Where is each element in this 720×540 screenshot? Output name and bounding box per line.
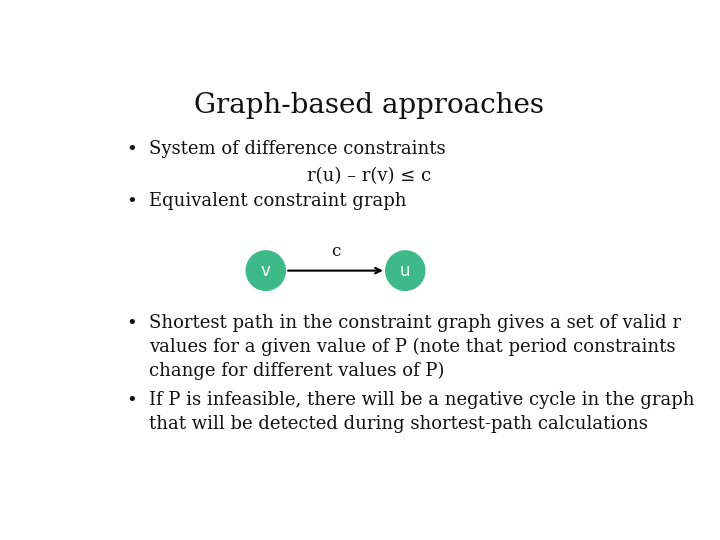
Text: Shortest path in the constraint graph gives a set of valid r
values for a given : Shortest path in the constraint graph gi… — [148, 314, 680, 380]
Text: c: c — [330, 243, 341, 260]
Text: u: u — [400, 261, 410, 280]
Ellipse shape — [246, 251, 285, 291]
Text: Equivalent constraint graph: Equivalent constraint graph — [148, 192, 406, 210]
Text: System of difference constraints: System of difference constraints — [148, 140, 445, 158]
Text: •: • — [126, 192, 137, 210]
Text: •: • — [126, 140, 137, 158]
Ellipse shape — [386, 251, 425, 291]
Text: •: • — [126, 314, 137, 332]
Text: r(u) – r(v) ≤ c: r(u) – r(v) ≤ c — [307, 167, 431, 185]
Text: If P is infeasible, there will be a negative cycle in the graph
that will be det: If P is infeasible, there will be a nega… — [148, 391, 694, 433]
Text: •: • — [126, 391, 137, 409]
Text: Graph-based approaches: Graph-based approaches — [194, 92, 544, 119]
Text: v: v — [261, 261, 271, 280]
